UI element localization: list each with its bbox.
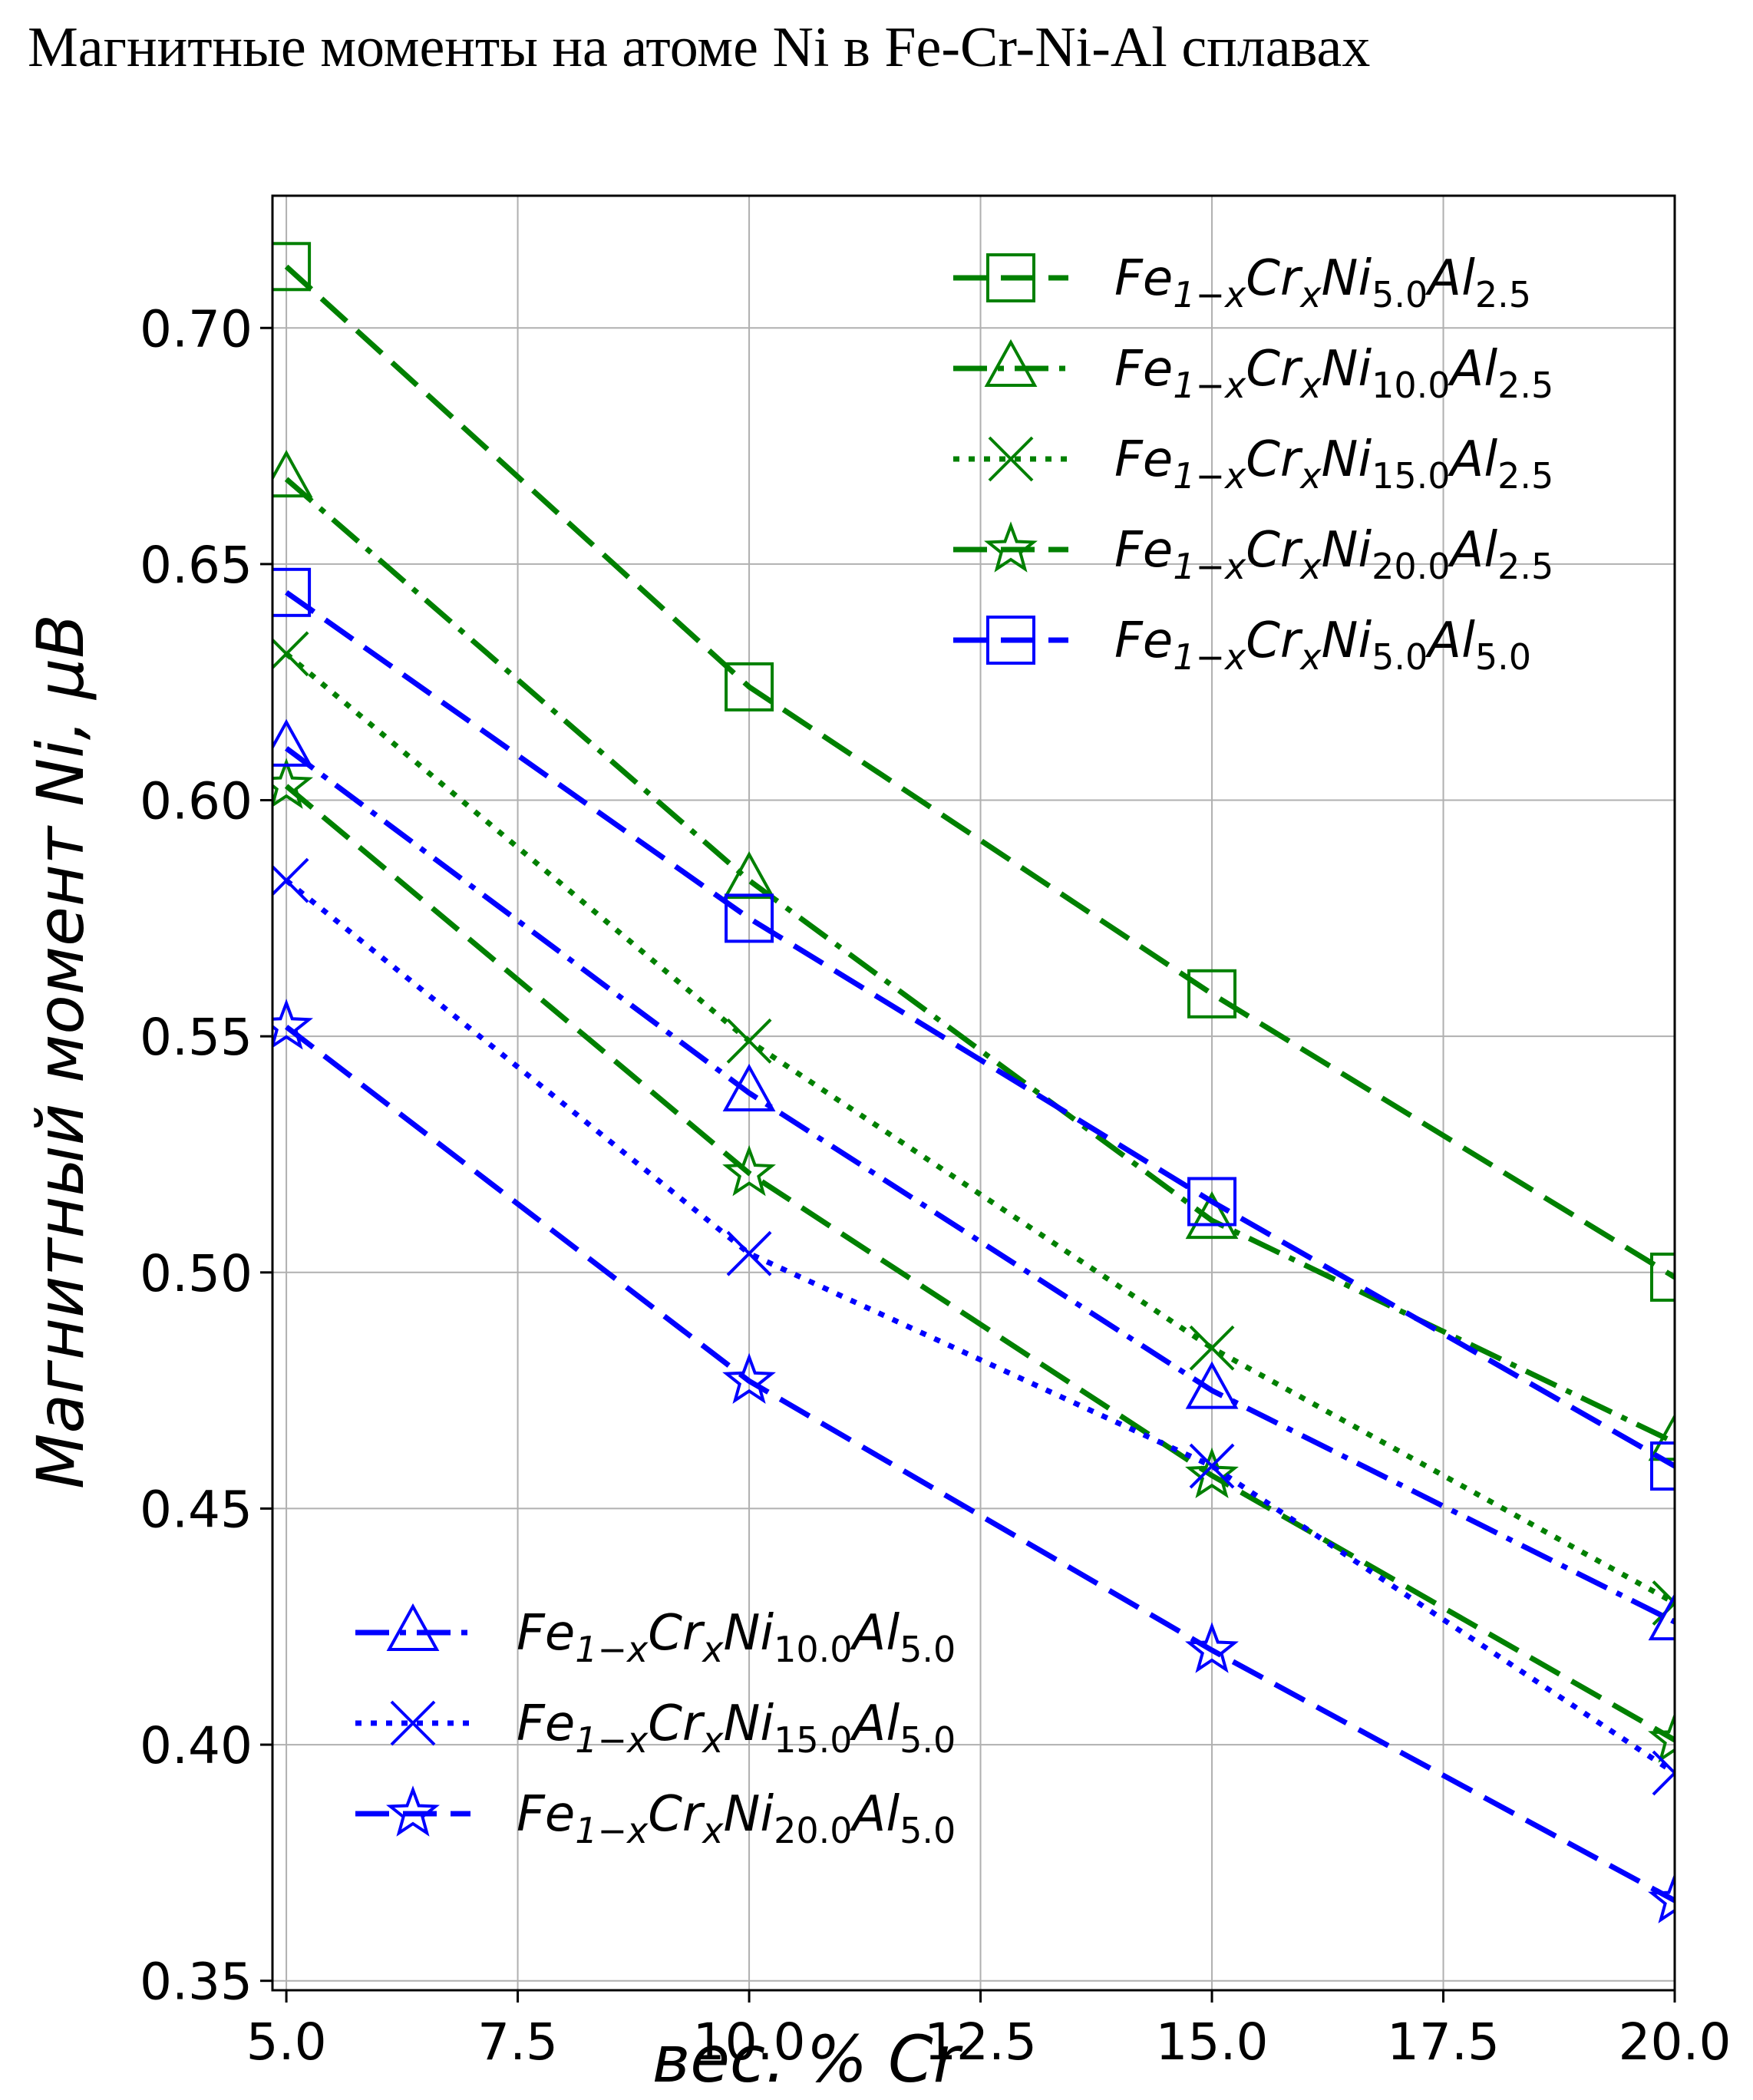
plot-area-frame (271, 194, 1676, 1992)
data-point (1652, 1750, 1675, 1796)
data-point (1650, 1252, 1675, 1302)
series-clip-group (272, 242, 1675, 1923)
legend-entry-label: Fe1−xCrxNi5.0Al2.5 (1114, 250, 1531, 315)
legend-entry-label: Fe1−xCrxNi15.0Al5.0 (517, 1696, 956, 1761)
data-point (1189, 1325, 1235, 1371)
data-point (1185, 1622, 1239, 1673)
legend-marker (984, 521, 1038, 573)
data-point (1187, 1177, 1237, 1227)
series-line (284, 652, 1675, 1606)
legends: Fe1−xCrxNi5.0Al2.5 Fe1−xCrxNi10.0Al2.5 Fe1… (355, 250, 1553, 1851)
series-line (284, 878, 1675, 1775)
y-tick-label: 0.60 (140, 772, 253, 831)
data-point (272, 758, 314, 809)
series-6 (272, 718, 1675, 1641)
data-point (272, 857, 309, 903)
y-tick-label: 0.40 (140, 1716, 253, 1775)
legend-entry: Fe1−xCrxNi5.0Al2.5 (953, 250, 1531, 315)
series-5 (272, 567, 1675, 1491)
x-tick-label: 20.0 (1619, 2013, 1732, 2072)
data-point (1650, 1441, 1675, 1491)
y-tick-label: 0.35 (140, 1953, 253, 2012)
legend-marker (386, 1603, 440, 1651)
legend-marker (988, 436, 1034, 482)
legend-upper-right: Fe1−xCrxNi5.0Al2.5 Fe1−xCrxNi10.0Al2.5 Fe1… (953, 250, 1553, 678)
y-tick-label: 0.45 (140, 1480, 253, 1539)
legend-entry: Fe1−xCrxNi20.0Al5.0 (355, 1785, 956, 1851)
legend-marker (390, 1700, 436, 1746)
data-point (272, 450, 313, 498)
data-point (1187, 969, 1237, 1019)
data-point (1185, 1190, 1239, 1240)
legend-entry: Fe1−xCrxNi15.0Al2.5 (953, 431, 1553, 497)
data-point (722, 851, 776, 900)
chart-title: Магнитные моменты на атоме Ni в Fe-Cr-Ni… (28, 16, 1371, 79)
data-point (725, 893, 774, 943)
x-axis-label: вес. % Cr (652, 2022, 963, 2097)
data-point (1648, 1872, 1675, 1923)
series-4 (272, 758, 1675, 1763)
series-8 (272, 999, 1675, 1923)
legend-lower-left: Fe1−xCrxNi10.0Al5.0 Fe1−xCrxNi15.0Al5.0 Fe… (355, 1603, 956, 1851)
data-point (272, 242, 312, 292)
data-point (1648, 1592, 1675, 1641)
ticks: 5.0 7.5 10.0 12.5 15.0 17.5 20.0 0.35 0.40 0.45 0.… (140, 299, 1731, 2072)
series-group (272, 242, 1675, 1923)
data-point (272, 999, 314, 1050)
data-point (1189, 1443, 1235, 1489)
x-tick-label: 12.5 (924, 2013, 1037, 2072)
data-point (1648, 1413, 1675, 1461)
data-point (1185, 1447, 1239, 1499)
data-point (725, 662, 774, 712)
legend-marker (986, 616, 1035, 665)
series-line (284, 784, 1675, 1742)
data-point (272, 567, 312, 617)
y-tick-label: 0.65 (140, 536, 253, 595)
series-line (285, 589, 1675, 1469)
series-line (284, 1025, 1675, 1904)
data-point (722, 1352, 776, 1405)
data-point (272, 631, 309, 677)
legend-entry-label: Fe1−xCrxNi10.0Al2.5 (1114, 341, 1553, 406)
x-tick-label: 10.0 (693, 2013, 806, 2072)
series-1 (272, 242, 1675, 1302)
data-point (272, 718, 313, 767)
series-line (284, 477, 1675, 1445)
y-tick-label: 0.50 (140, 1244, 253, 1303)
legend-entry: Fe1−xCrxNi20.0Al2.5 (953, 521, 1553, 587)
legend-entry-label: Fe1−xCrxNi15.0Al2.5 (1114, 431, 1553, 497)
y-tick-label: 0.55 (140, 1008, 253, 1067)
legend-entry-label: Fe1−xCrxNi10.0Al5.0 (517, 1605, 956, 1670)
data-point (722, 1144, 776, 1197)
data-point (726, 1018, 772, 1064)
legend-entry: Fe1−xCrxNi10.0Al5.0 (355, 1603, 956, 1670)
x-tick-label: 15.0 (1156, 2013, 1269, 2072)
legend-entry: Fe1−xCrxNi5.0Al5.0 (953, 612, 1531, 678)
y-axis-label: Магнитный момент Ni, μB (23, 614, 98, 1489)
data-point (1185, 1361, 1239, 1409)
x-tick-label: 5.0 (246, 2013, 327, 2072)
series-line (284, 264, 1675, 1279)
y-tick-label: 0.70 (140, 299, 253, 358)
legend-marker (984, 338, 1038, 387)
legend-marker (986, 253, 1035, 302)
legend-entry-label: Fe1−xCrxNi20.0Al2.5 (1114, 522, 1553, 587)
series-7 (272, 857, 1675, 1796)
series-2 (272, 450, 1675, 1461)
data-point (726, 1230, 772, 1276)
legend-entry: Fe1−xCrxNi15.0Al5.0 (355, 1696, 956, 1761)
data-point (1648, 1712, 1675, 1763)
legend-entry: Fe1−xCrxNi10.0Al2.5 (953, 338, 1553, 406)
data-point (722, 1063, 776, 1111)
legend-entry-label: Fe1−xCrxNi20.0Al5.0 (517, 1786, 956, 1851)
legend-marker (386, 1785, 440, 1837)
x-tick-label: 17.5 (1387, 2013, 1500, 2072)
legend-entry-label: Fe1−xCrxNi5.0Al5.0 (1114, 612, 1531, 678)
x-tick-label: 7.5 (477, 2013, 558, 2072)
